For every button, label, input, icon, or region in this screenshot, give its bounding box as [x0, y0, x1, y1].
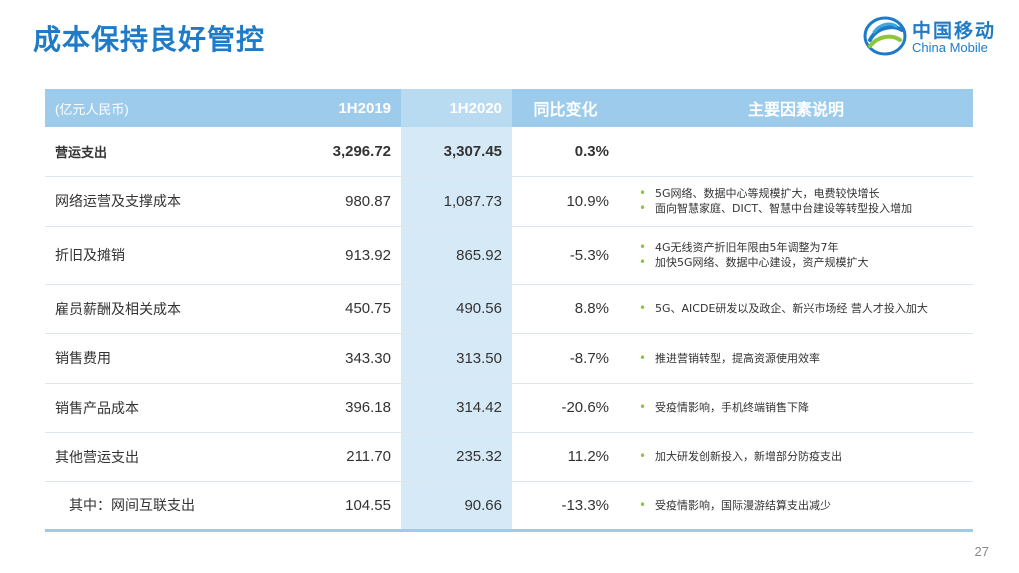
- value-yoy-change: 8.8%: [512, 284, 619, 334]
- bullet-dot-icon: •: [639, 449, 647, 463]
- bullet-dot-icon: •: [639, 301, 647, 315]
- value-1h2019: 913.92: [300, 226, 401, 285]
- table-header-row: (亿元人民币) 1H2019 1H2020 同比变化 主要因素说明: [45, 89, 973, 127]
- bullet-dot-icon: •: [639, 350, 647, 365]
- row-label: 网络运营及支撑成本: [45, 176, 300, 227]
- header-unit: (亿元人民币): [55, 101, 129, 117]
- value-yoy-change: -13.3%: [512, 481, 619, 532]
- value-yoy-change: -20.6%: [512, 383, 619, 433]
- bullet-dot-icon: •: [639, 400, 647, 414]
- row-label: 折旧及摊销: [45, 226, 300, 285]
- factors-cell: • 受疫情影响，国际漫游结算支出减少: [619, 481, 973, 532]
- factors-cell: • 4G无线资产折旧年限由5年调整为7年 • 加快5G网络、数据中心建设，资产规模扩大: [619, 226, 973, 285]
- row-label: 其他营运支出: [45, 432, 300, 482]
- factor-note-text: 加大研发创新投入，新增部分防疫支出: [655, 450, 842, 463]
- factor-note: • 面向智慧家庭、DICT、智慧中台建设等转型投入增加: [639, 201, 963, 216]
- header-main-factors: 主要因素说明: [747, 102, 844, 119]
- factor-note: • 加大研发创新投入，新增部分防疫支出: [639, 449, 963, 464]
- factor-note: • 5G、AICDE研发以及政企、新兴市场经 营人才投入加大: [639, 301, 963, 316]
- factor-note-text: 受疫情影响，国际漫游结算支出减少: [655, 498, 831, 512]
- factor-note: • 4G无线资产折旧年限由5年调整为7年: [639, 240, 963, 255]
- value-1h2019: 3,296.72: [300, 127, 401, 177]
- table-row: 销售产品成本 396.18 314.42 -20.6% • 受疫情影响，手机终端销售下降: [45, 383, 973, 433]
- row-label: 营运支出: [45, 127, 300, 177]
- value-1h2020: 865.92: [401, 226, 512, 285]
- factor-note: • 加快5G网络、数据中心建设，资产规模扩大: [639, 255, 963, 270]
- factors-cell: • 加大研发创新投入，新增部分防疫支出: [619, 432, 973, 482]
- factor-note: • 受疫情影响，国际漫游结算支出减少: [639, 498, 963, 513]
- value-1h2019: 396.18: [300, 383, 401, 433]
- header-1h2019: 1H2019: [338, 99, 391, 117]
- bullet-dot-icon: •: [639, 497, 647, 512]
- bullet-dot-icon: •: [639, 240, 647, 254]
- logo-text-cn: 中国移动: [912, 20, 997, 42]
- factor-note-text: 5G、AICDE研发以及政企、新兴市场经 营人才投入加大: [655, 302, 928, 315]
- value-1h2019: 450.75: [300, 284, 401, 334]
- value-yoy-change: 10.9%: [512, 176, 619, 227]
- factors-cell: • 受疫情影响，手机终端销售下降: [619, 383, 973, 433]
- table-row: 折旧及摊销 913.92 865.92 -5.3% • 4G无线资产折旧年限由5年调整为7…: [45, 226, 973, 285]
- factor-note-text: 加快5G网络、数据中心建设，资产规模扩大: [655, 256, 869, 269]
- table-row: 其中：网间互联支出 104.55 90.66 -13.3% • 受疫情影响，国际漫游结算支…: [45, 481, 973, 532]
- row-label: 其中：网间互联支出: [45, 481, 300, 532]
- value-1h2020: 313.50: [401, 333, 512, 384]
- value-yoy-change: 11.2%: [512, 432, 619, 482]
- china-mobile-logo: 中国移动 China Mobile: [862, 14, 1002, 60]
- factors-cell: • 5G网络、数据中心等规模扩大，电费较快增长 • 面向智慧家庭、DICT、智慧中台建…: [619, 176, 973, 227]
- value-1h2019: 104.55: [300, 481, 401, 532]
- table-row: 营运支出 3,296.72 3,307.45 0.3%: [45, 127, 973, 177]
- value-1h2019: 211.70: [300, 432, 401, 482]
- value-1h2020: 90.66: [401, 481, 512, 532]
- factor-note-text: 受疫情影响，手机终端销售下降: [655, 401, 809, 414]
- page-title: 成本保持良好管控: [33, 23, 266, 56]
- value-yoy-change: -8.7%: [512, 333, 619, 384]
- row-label: 销售产品成本: [45, 383, 300, 433]
- page-number: 27: [974, 544, 989, 559]
- factors-cell: • 推进营销转型，提高资源使用效率: [619, 333, 973, 384]
- row-label: 雇员薪酬及相关成本: [45, 284, 300, 334]
- logo-text-en: China Mobile: [912, 40, 988, 55]
- value-1h2019: 343.30: [300, 333, 401, 384]
- factor-note: • 5G网络、数据中心等规模扩大，电费较快增长: [639, 186, 963, 201]
- china-mobile-logo-icon: [863, 16, 907, 56]
- value-yoy-change: 0.3%: [512, 127, 619, 177]
- bullet-dot-icon: •: [639, 186, 647, 200]
- row-label: 销售费用: [45, 333, 300, 384]
- bullet-dot-icon: •: [639, 255, 647, 269]
- factor-note: • 受疫情影响，手机终端销售下降: [639, 400, 963, 415]
- cost-table: (亿元人民币) 1H2019 1H2020 同比变化 主要因素说明 营运支出 3,…: [45, 89, 973, 532]
- value-1h2019: 980.87: [300, 176, 401, 227]
- value-1h2020: 490.56: [401, 284, 512, 334]
- table-row: 其他营运支出 211.70 235.32 11.2% • 加大研发创新投入，新增部分防疫支…: [45, 432, 973, 482]
- factor-note-text: 4G无线资产折旧年限由5年调整为7年: [655, 241, 839, 254]
- value-1h2020: 1,087.73: [401, 176, 512, 227]
- table-row: 网络运营及支撑成本 980.87 1,087.73 10.9% • 5G网络、数据中心等规…: [45, 176, 973, 227]
- bullet-dot-icon: •: [639, 201, 647, 215]
- factors-cell: [619, 127, 973, 177]
- value-1h2020: 314.42: [401, 383, 512, 433]
- factor-note: • 推进营销转型，提高资源使用效率: [639, 351, 963, 366]
- value-yoy-change: -5.3%: [512, 226, 619, 285]
- factor-note-text: 推进营销转型，提高资源使用效率: [655, 351, 820, 365]
- table-row: 雇员薪酬及相关成本 450.75 490.56 8.8% • 5G、AICDE研发以及政企…: [45, 284, 973, 334]
- factor-note-text: 5G网络、数据中心等规模扩大，电费较快增长: [655, 187, 880, 200]
- header-1h2020: 1H2020: [401, 89, 512, 127]
- factors-cell: • 5G、AICDE研发以及政企、新兴市场经 营人才投入加大: [619, 284, 973, 334]
- factor-note-text: 面向智慧家庭、DICT、智慧中台建设等转型投入增加: [655, 202, 913, 215]
- header-yoy-change: 同比变化: [533, 102, 598, 119]
- value-1h2020: 235.32: [401, 432, 512, 482]
- value-1h2020: 3,307.45: [401, 127, 512, 177]
- table-row: 销售费用 343.30 313.50 -8.7% • 推进营销转型，提高资源使用效率: [45, 333, 973, 384]
